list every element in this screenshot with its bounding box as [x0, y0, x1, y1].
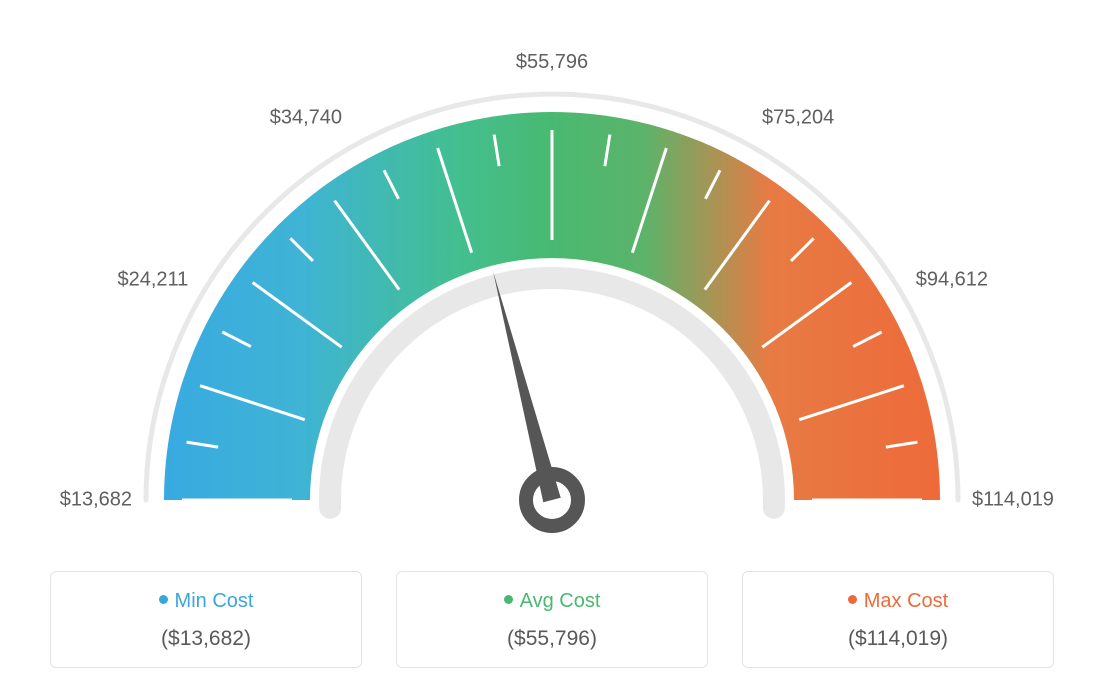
legend-card-min: Min Cost ($13,682)	[50, 571, 362, 668]
legend-card-max: Max Cost ($114,019)	[742, 571, 1054, 668]
gauge-scale-label: $24,211	[117, 269, 188, 292]
gauge-chart: $13,682 $24,211 $34,740 $55,796 $75,204 $94,6…	[0, 0, 1104, 550]
legend-label-avg: Avg Cost	[520, 590, 601, 612]
legend-value-max: ($114,019)	[753, 627, 1043, 651]
legend-dot-max	[848, 595, 857, 604]
legend-label-max: Max Cost	[864, 590, 948, 612]
legend-card-avg: Avg Cost ($55,796)	[396, 571, 708, 668]
legend-dot-avg	[504, 595, 513, 604]
legend-label-min: Min Cost	[175, 590, 254, 612]
legend-row: Min Cost ($13,682) Avg Cost ($55,796) Ma…	[0, 571, 1104, 668]
gauge-scale-label: $114,019	[972, 489, 1054, 512]
legend-dot-min	[159, 595, 168, 604]
legend-title-max: Max Cost	[753, 590, 1043, 613]
gauge-scale-label: $75,204	[762, 107, 834, 130]
gauge-scale-label: $34,740	[270, 107, 342, 130]
gauge-scale-label: $13,682	[60, 489, 132, 512]
gauge-scale-label: $55,796	[516, 51, 588, 74]
legend-value-min: ($13,682)	[61, 627, 351, 651]
legend-value-avg: ($55,796)	[407, 627, 697, 651]
legend-title-min: Min Cost	[61, 590, 351, 613]
legend-title-avg: Avg Cost	[407, 590, 697, 613]
gauge-scale-label: $94,612	[916, 269, 988, 292]
